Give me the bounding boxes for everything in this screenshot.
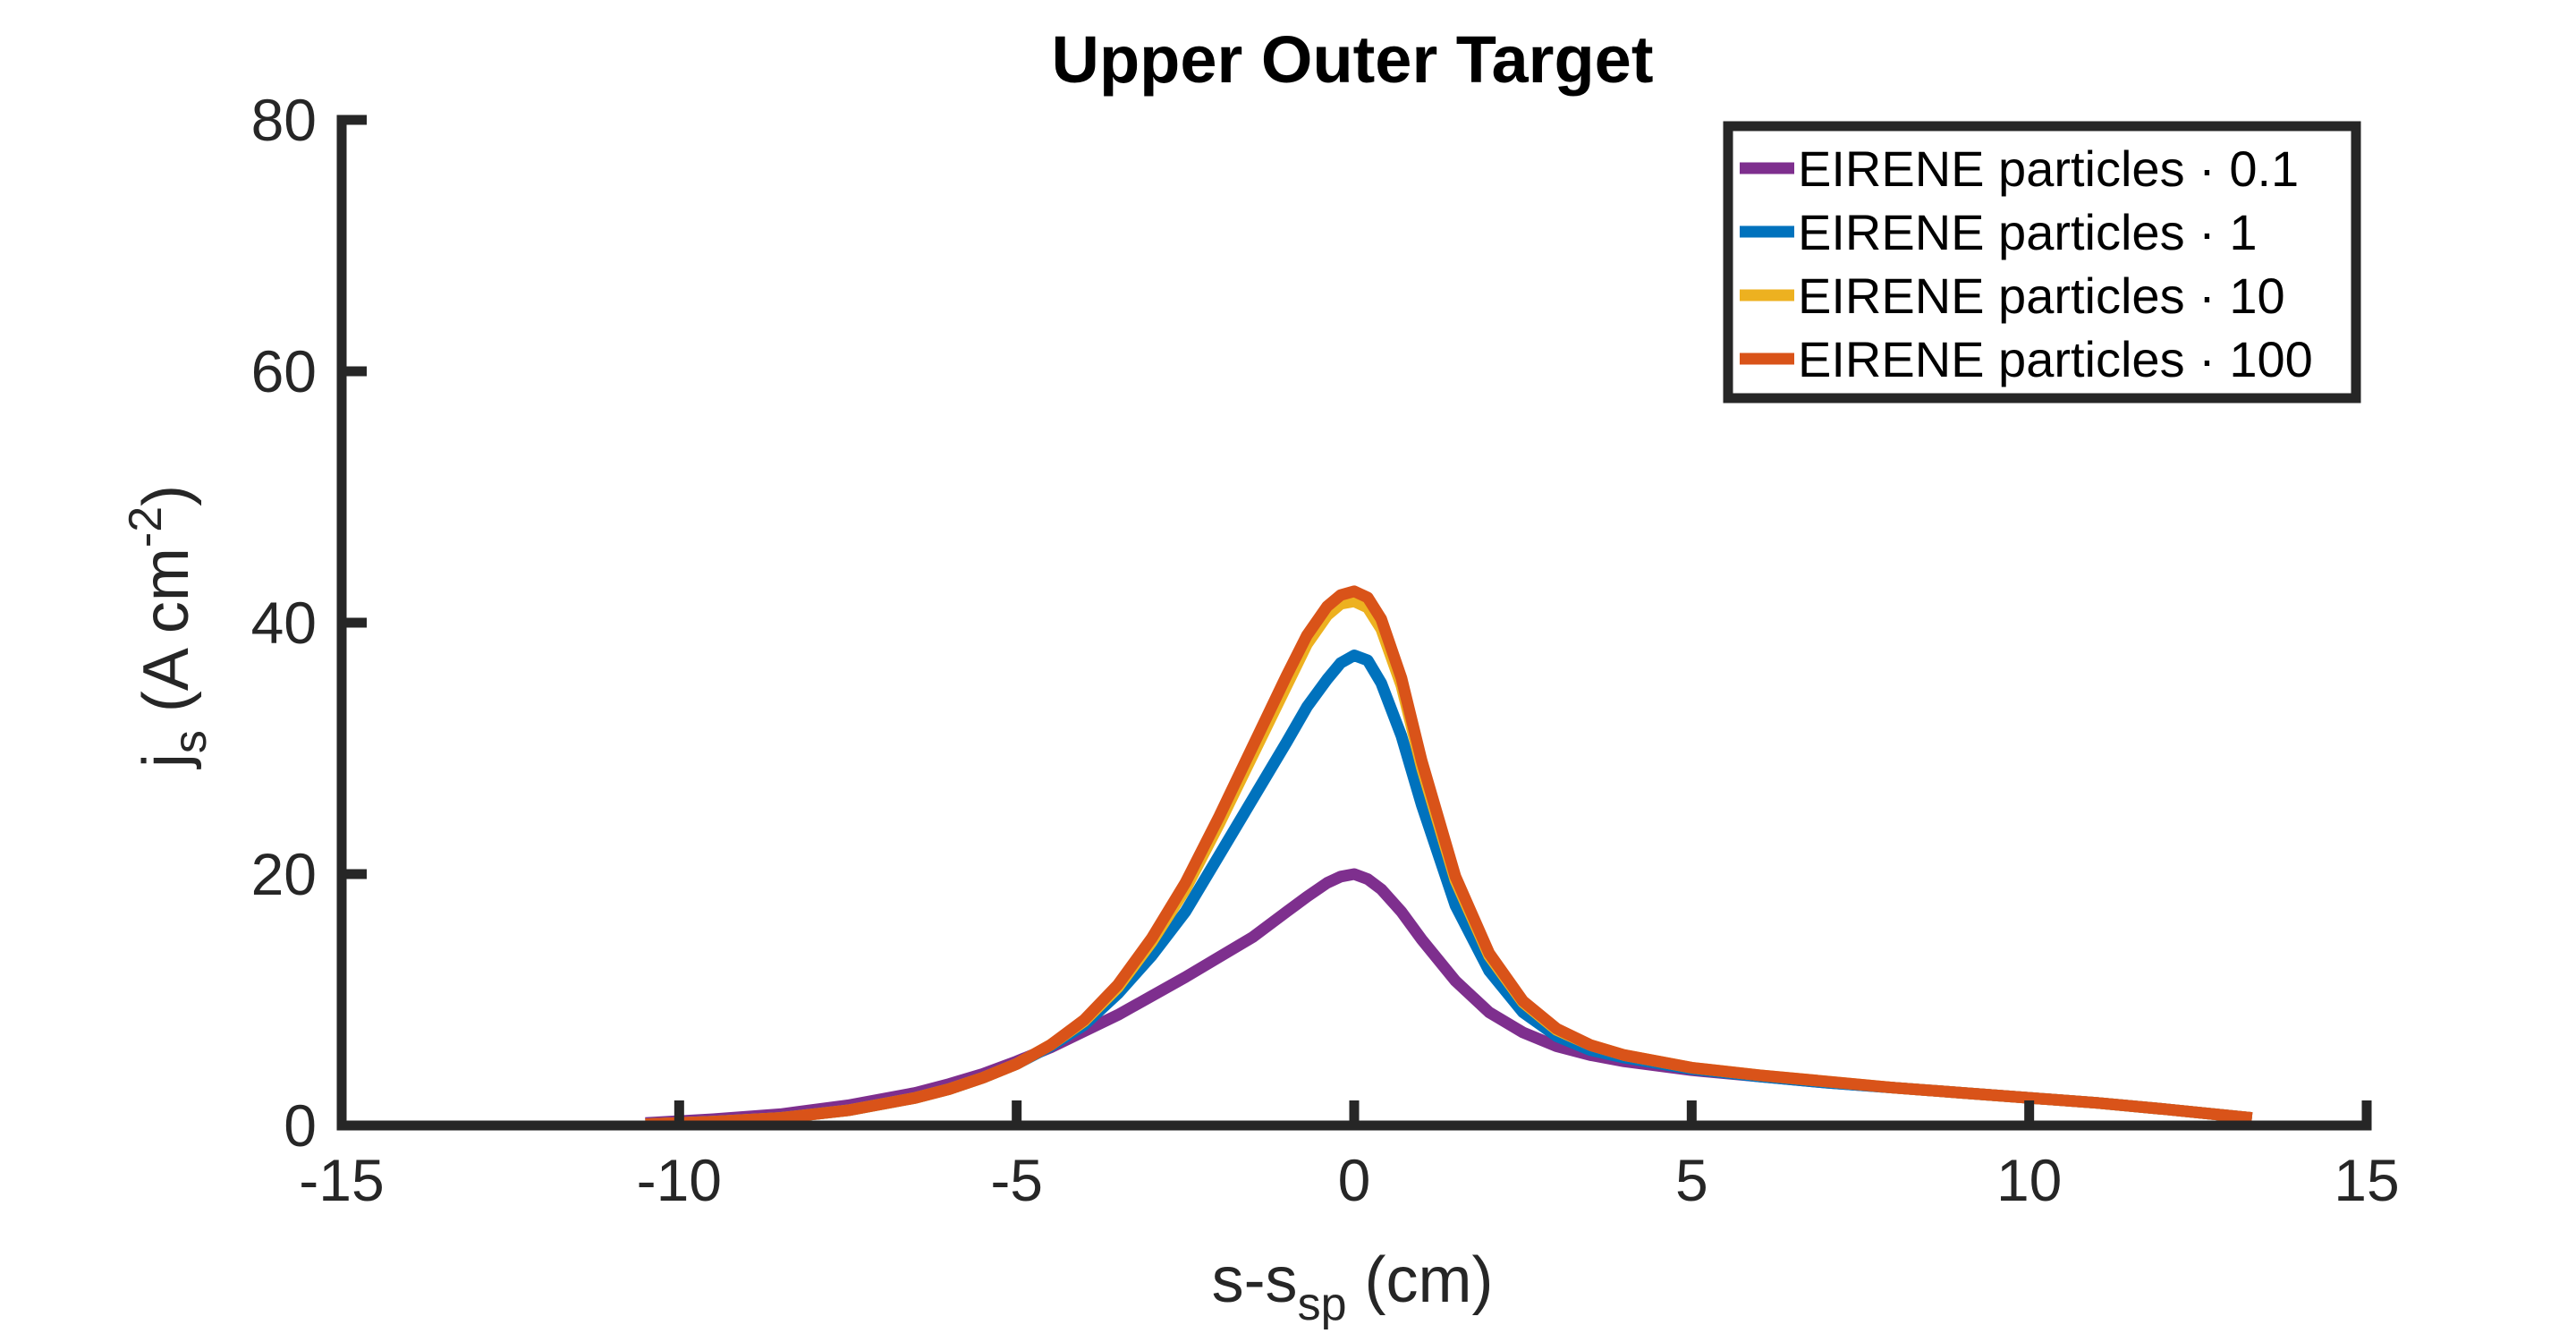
- x-axis-label-tail: (cm): [1346, 1244, 1493, 1316]
- legend-label-3: EIRENE particles · 100: [1798, 331, 2313, 387]
- x-axis-label-sub: sp: [1298, 1278, 1347, 1330]
- y-tick-label: 80: [251, 87, 317, 153]
- y-tick-label: 20: [251, 841, 317, 907]
- legend-label-1: EIRENE particles · 1: [1798, 204, 2258, 260]
- plot-lines: [645, 585, 2253, 1131]
- legend-label-0: EIRENE particles · 0.1: [1798, 140, 2299, 197]
- x-tick-label: -15: [299, 1147, 384, 1213]
- series-line-0: [645, 868, 2253, 1129]
- series-line-1: [645, 650, 2253, 1131]
- x-axis-label-main: s-s: [1212, 1244, 1298, 1316]
- y-axis-label-sub: s: [165, 730, 216, 753]
- x-tick-label: 10: [1996, 1147, 2062, 1213]
- series-line-3: [645, 585, 2253, 1131]
- y-axis-label: js (A cm-2): [120, 485, 216, 769]
- x-tick-label: -5: [990, 1147, 1043, 1213]
- y-axis-label-sup: -2: [120, 506, 172, 548]
- legend: EIRENE particles · 0.1 EIRENE particles ·…: [1723, 121, 2361, 403]
- x-axis-label: s-ssp (cm): [1212, 1244, 1494, 1330]
- legend-items: EIRENE particles · 0.1 EIRENE particles ·…: [1740, 140, 2313, 387]
- x-tick-label: -10: [637, 1147, 722, 1213]
- y-tick-label: 40: [251, 590, 317, 656]
- chart-title: Upper Outer Target: [1052, 22, 1654, 97]
- x-tick-label: 0: [1338, 1147, 1371, 1213]
- x-tick-label: 15: [2334, 1147, 2399, 1213]
- x-ticks: -15 -10 -5 0 5 10 15: [299, 1100, 2400, 1213]
- y-axis-label-mid: (A cm: [131, 548, 202, 730]
- y-ticks: 0 20 40 60 80: [251, 87, 367, 1159]
- y-axis-label-tail: ): [131, 485, 202, 506]
- y-tick-label: 60: [251, 338, 317, 404]
- y-tick-label: 0: [284, 1092, 317, 1159]
- legend-box: [1723, 121, 2361, 403]
- legend-label-2: EIRENE particles · 10: [1798, 268, 2285, 324]
- x-tick-label: 5: [1675, 1147, 1708, 1213]
- y-axis-label-main: j: [131, 753, 202, 769]
